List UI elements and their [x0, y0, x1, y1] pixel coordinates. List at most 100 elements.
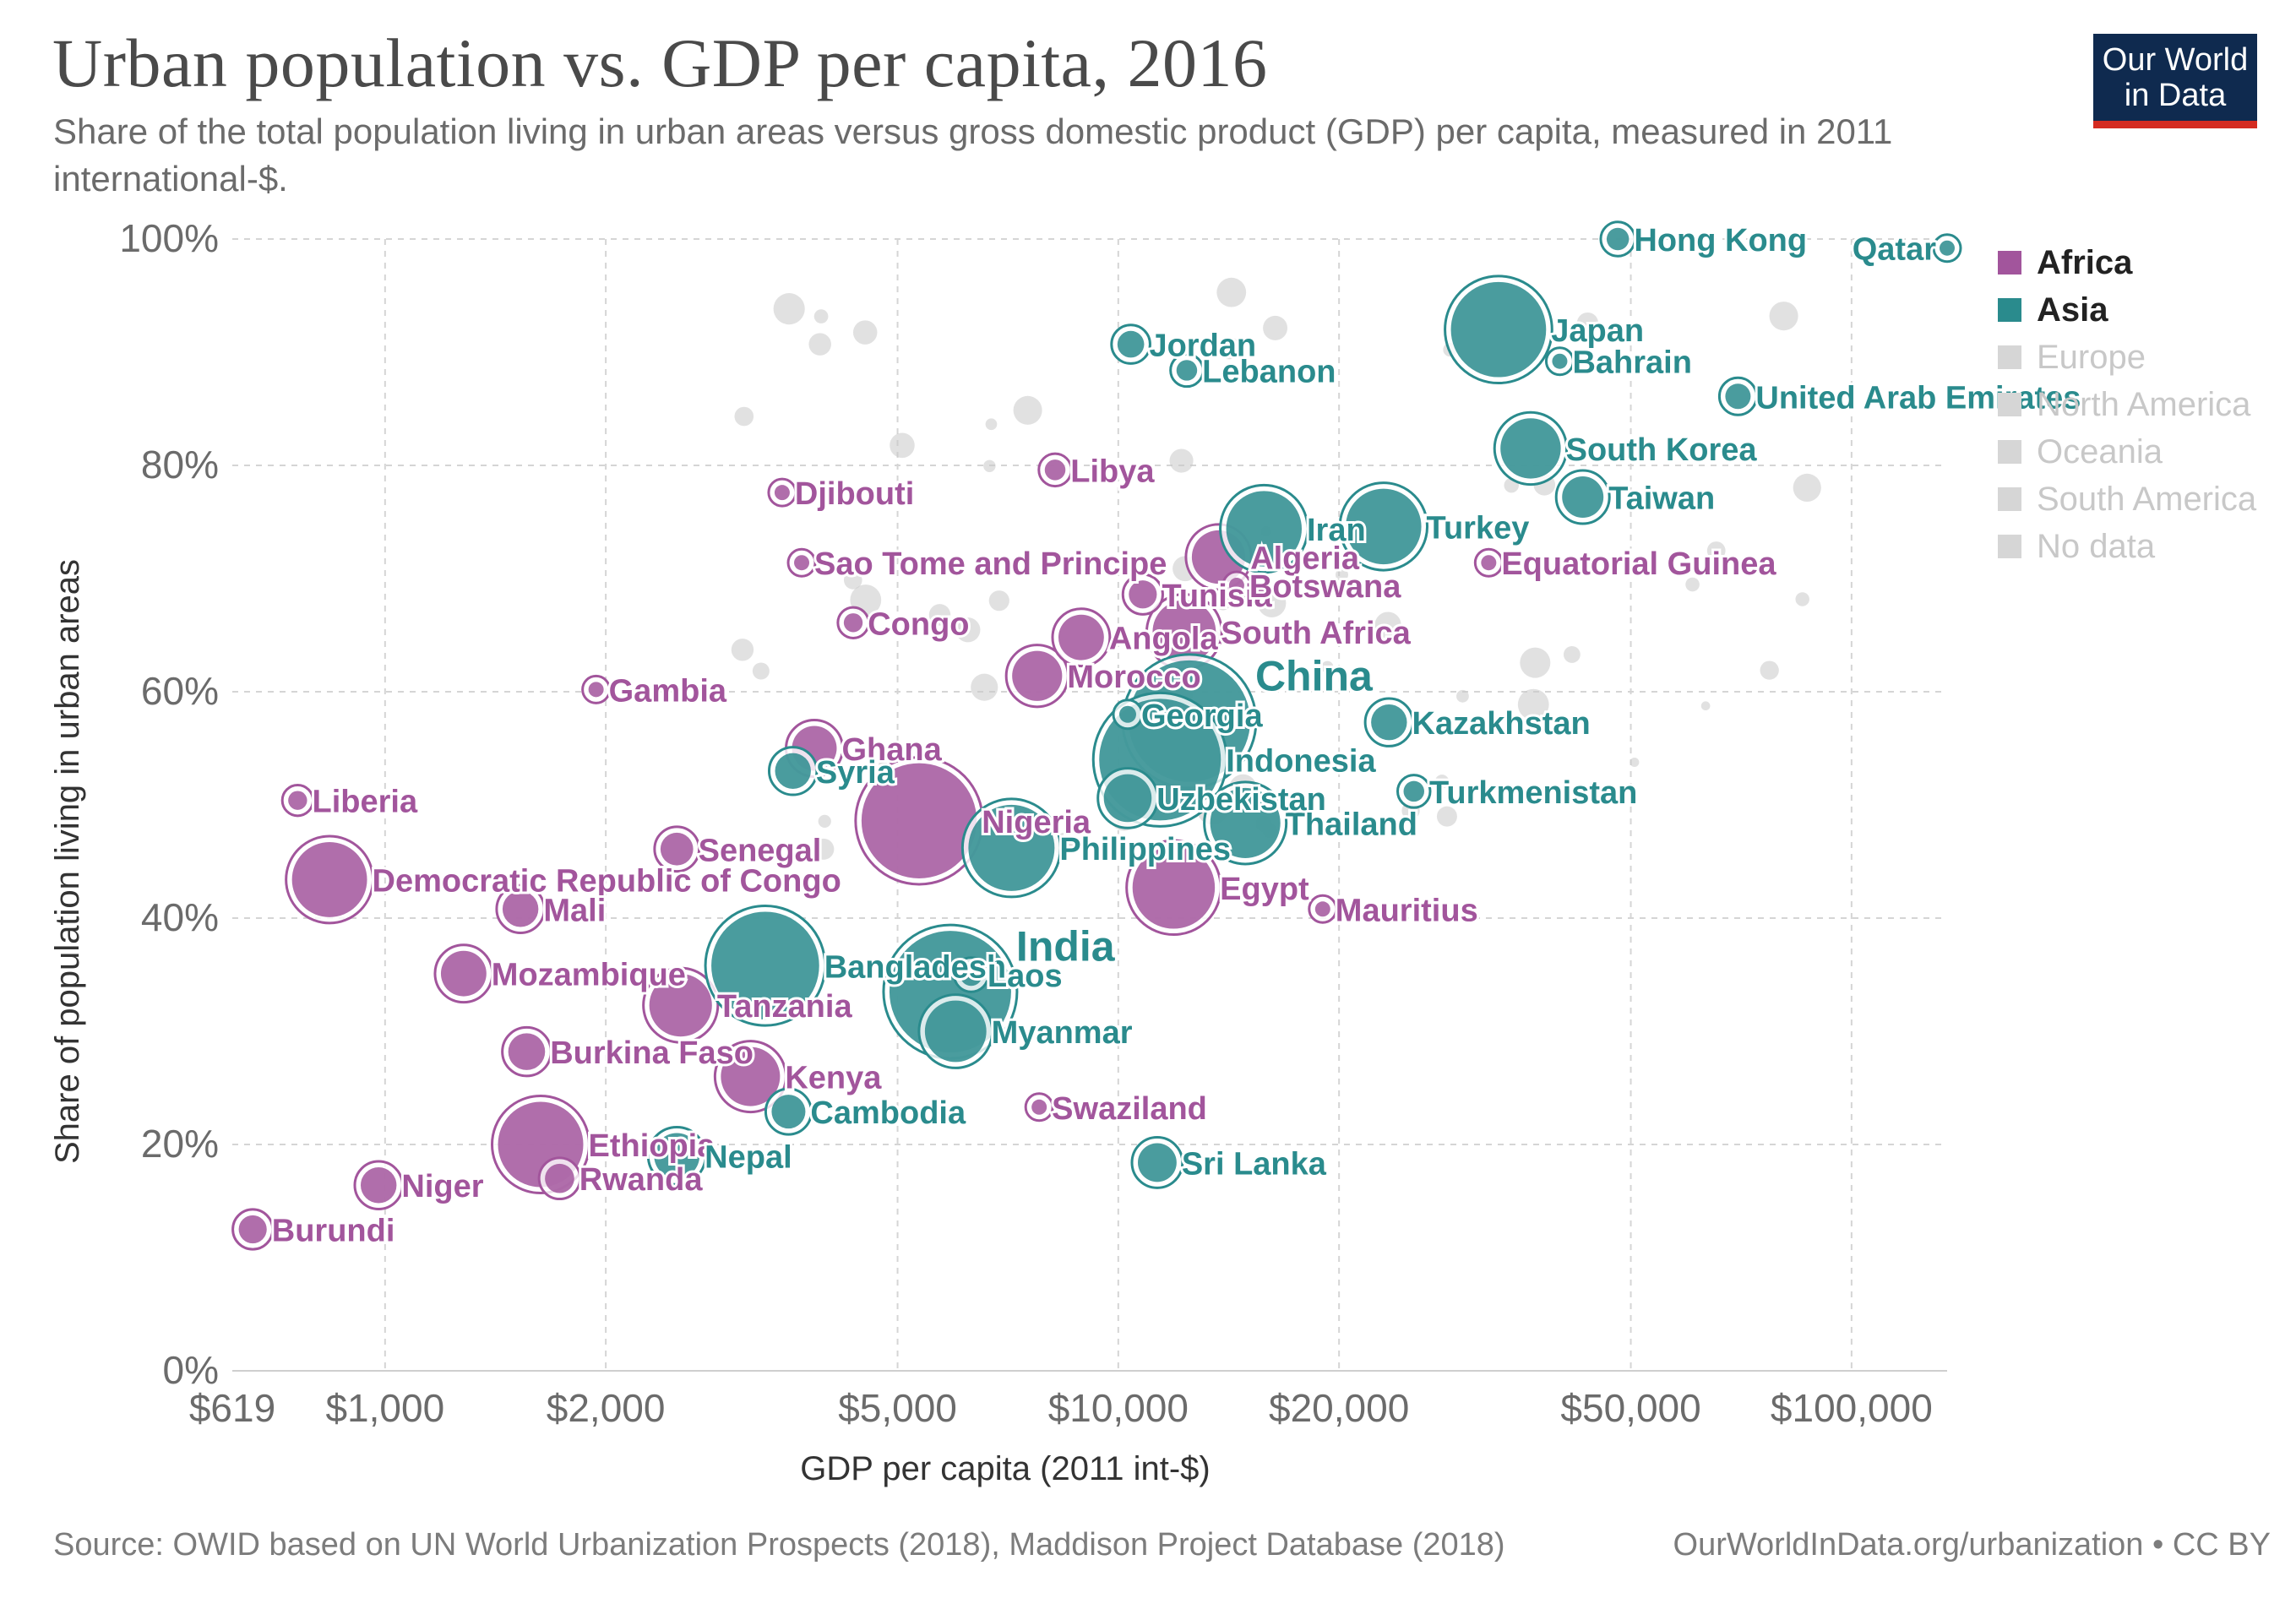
point-label: Libya — [1070, 454, 1155, 489]
point-africa[interactable] — [1221, 570, 1252, 601]
point-africa[interactable] — [653, 825, 701, 873]
point-label: Bangladesh — [824, 949, 1006, 985]
point-africa[interactable] — [433, 943, 494, 1004]
background-point — [1336, 568, 1348, 581]
point-label: Iran — [1307, 513, 1366, 548]
point-africa[interactable] — [280, 783, 315, 818]
background-point — [928, 604, 951, 626]
point-label: Swaziland — [1052, 1091, 1207, 1127]
point-dot — [508, 1033, 546, 1070]
point-dot — [654, 1133, 700, 1179]
point-africa[interactable] — [1051, 607, 1112, 668]
point-label: Turkmenistan — [1429, 775, 1637, 811]
point-dot — [1176, 360, 1198, 381]
point-dot — [1346, 488, 1422, 565]
point-africa[interactable] — [495, 883, 546, 934]
point-asia[interactable] — [646, 1125, 707, 1186]
point-label: Hong Kong — [1634, 223, 1807, 258]
point-dot — [1562, 476, 1604, 519]
point-africa[interactable] — [1308, 894, 1338, 924]
point-label: Rwanda — [579, 1162, 704, 1198]
point-asia[interactable] — [1169, 352, 1205, 389]
point-africa[interactable] — [1125, 839, 1222, 937]
point-asia[interactable] — [1932, 233, 1962, 264]
point-asia[interactable] — [1338, 481, 1429, 572]
legend-label: Europe — [2037, 338, 2146, 376]
point-label: Djibouti — [795, 476, 914, 512]
point-asia[interactable] — [1130, 1136, 1184, 1189]
point-asia[interactable] — [1110, 323, 1151, 365]
legend-item-europe[interactable]: Europe — [1998, 334, 2277, 381]
point-africa[interactable] — [836, 606, 870, 639]
owid-logo[interactable]: Our World in Data — [2093, 34, 2257, 128]
legend-item-oceania[interactable]: Oceania — [1998, 428, 2277, 476]
point-asia[interactable] — [1554, 469, 1611, 525]
y-tick-label: 20% — [141, 1122, 219, 1166]
point-dot — [1314, 901, 1330, 917]
legend-item-africa[interactable]: Africa — [1998, 239, 2277, 286]
background-point — [818, 814, 831, 828]
source-link[interactable]: OurWorldInData.org/urbanization • CC BY — [1673, 1527, 2271, 1563]
point-asia[interactable] — [764, 1087, 813, 1136]
point-label: Liberia — [313, 785, 418, 820]
point-label: Lebanon — [1202, 354, 1336, 389]
point-asia[interactable] — [1203, 780, 1288, 866]
point-dot — [360, 1167, 397, 1204]
point-dot — [794, 555, 810, 571]
point-africa[interactable] — [1037, 452, 1073, 488]
point-africa[interactable] — [786, 547, 817, 578]
background-point — [1760, 660, 1779, 680]
point-dot — [1371, 704, 1407, 741]
point-africa[interactable] — [1004, 644, 1069, 709]
legend-item-north-america[interactable]: North America — [1998, 381, 2277, 428]
x-tick-label: $619 — [189, 1386, 275, 1430]
legend-item-asia[interactable]: Asia — [1998, 286, 2277, 334]
point-asia[interactable] — [960, 797, 1062, 899]
point-africa[interactable] — [1121, 573, 1164, 616]
point-asia[interactable] — [1112, 699, 1144, 731]
background-point — [808, 333, 831, 356]
point-africa[interactable] — [1024, 1092, 1054, 1122]
point-label: Jordan — [1149, 329, 1256, 364]
y-axis-label: Share of population living in urban area… — [49, 559, 86, 1164]
point-asia[interactable] — [917, 993, 994, 1069]
point-africa[interactable] — [501, 1025, 552, 1078]
point-label: Kazakhstan — [1412, 706, 1591, 742]
point-asia[interactable] — [952, 956, 990, 993]
y-tick-label: 80% — [141, 443, 219, 487]
point-asia[interactable] — [1363, 697, 1415, 747]
point-asia[interactable] — [1717, 376, 1758, 416]
point-africa[interactable] — [537, 1156, 582, 1201]
background-point — [1257, 589, 1287, 617]
point-dot — [843, 613, 863, 633]
point-asia[interactable] — [1493, 410, 1569, 487]
point-asia[interactable] — [767, 746, 819, 796]
point-label: Senegal — [699, 833, 822, 868]
point-asia[interactable] — [1444, 275, 1553, 385]
point-africa[interactable] — [231, 1208, 275, 1251]
point-dot — [238, 1215, 267, 1244]
point-asia[interactable] — [1096, 767, 1159, 829]
point-africa[interactable] — [767, 477, 797, 508]
point-asia[interactable] — [1599, 220, 1636, 258]
point-africa[interactable] — [285, 834, 375, 925]
point-asia[interactable] — [1396, 774, 1432, 809]
point-africa[interactable] — [1473, 547, 1504, 578]
background-point — [971, 673, 998, 701]
point-dot — [1118, 705, 1136, 723]
point-africa[interactable] — [642, 966, 720, 1044]
point-africa[interactable] — [353, 1160, 404, 1210]
legend-item-no-data[interactable]: No data — [1998, 523, 2277, 570]
point-asia[interactable] — [1219, 483, 1309, 574]
point-africa[interactable] — [713, 1040, 787, 1114]
point-asia[interactable] — [1544, 346, 1575, 377]
point-africa[interactable] — [581, 674, 612, 704]
point-africa[interactable] — [854, 756, 984, 886]
background-point — [1630, 757, 1640, 767]
point-asia[interactable] — [704, 904, 827, 1027]
legend-item-south-america[interactable]: South America — [1998, 476, 2277, 523]
point-label: Qatar — [1853, 232, 1936, 268]
point-dot — [1940, 240, 1955, 256]
point-africa[interactable] — [1145, 593, 1223, 671]
